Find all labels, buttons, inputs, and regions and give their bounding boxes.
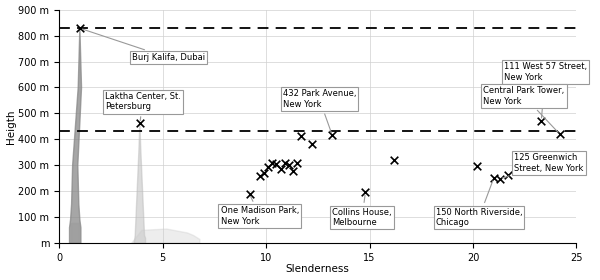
Point [255,174,265,179]
Y-axis label: Heigth: Heigth [5,109,16,144]
Point [495,177,505,181]
Text: 125 Greenwich
Street, New York: 125 Greenwich Street, New York [503,153,584,178]
Polygon shape [131,229,200,243]
Point [268,160,277,165]
Polygon shape [134,123,146,243]
Polygon shape [71,223,79,243]
Point [361,190,370,195]
Point [472,164,482,169]
Point [389,157,399,162]
Point [292,161,302,165]
Point [75,26,85,31]
Polygon shape [70,28,82,243]
Text: Central Park Tower,
New York: Central Park Tower, New York [484,86,565,132]
Text: 432 Park Avenue,
New York: 432 Park Avenue, New York [283,90,356,133]
Point [328,133,337,137]
Point [272,162,281,166]
Point [489,176,499,181]
Point [284,163,293,168]
Point [536,118,546,123]
Point [280,160,289,165]
Point [307,142,316,146]
X-axis label: Slenderness: Slenderness [286,264,350,274]
Text: 111 West 57 Street,
New York: 111 West 57 Street, New York [504,62,587,118]
Text: Collins House,
Melbourne: Collins House, Melbourne [332,195,392,227]
Point [296,133,306,138]
Text: One Madison Park,
New York: One Madison Park, New York [221,197,299,226]
Point [288,169,298,173]
Text: 150 North Riverside,
Chicago: 150 North Riverside, Chicago [436,181,523,227]
Point [259,171,269,176]
Point [263,165,273,170]
Point [555,132,565,136]
Point [503,173,513,178]
Point [135,121,145,125]
Point [245,192,254,196]
Text: Laktha Center, St.
Petersburg: Laktha Center, St. Petersburg [104,92,181,121]
Point [276,167,286,172]
Text: Burj Kalifa, Dubai: Burj Kalifa, Dubai [83,29,205,62]
